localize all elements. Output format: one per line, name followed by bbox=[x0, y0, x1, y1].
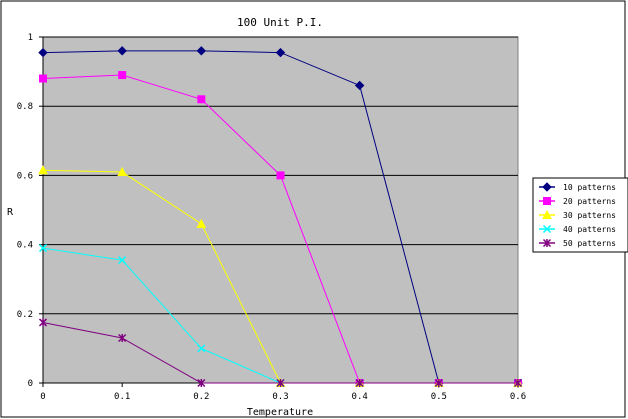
y-tick-label: 0.8 bbox=[17, 102, 33, 112]
data-point bbox=[117, 166, 127, 176]
series-5 bbox=[38, 318, 523, 388]
y-tick-label: 1 bbox=[28, 33, 33, 43]
legend-marker bbox=[543, 197, 551, 205]
data-point bbox=[118, 71, 127, 80]
y-tick-label: 0.4 bbox=[17, 241, 33, 251]
legend-label: 10 patterns bbox=[563, 183, 616, 192]
data-point bbox=[275, 47, 286, 58]
data-point bbox=[434, 378, 443, 388]
x-tick-label: 0.6 bbox=[510, 392, 526, 402]
x-tick-label: 0 bbox=[40, 392, 45, 402]
x-tick-label: 0.3 bbox=[272, 392, 288, 402]
data-point bbox=[354, 80, 365, 91]
data-point bbox=[38, 47, 48, 58]
data-point bbox=[118, 333, 127, 343]
legend-item: 20 patterns bbox=[539, 197, 616, 206]
data-point bbox=[196, 218, 207, 228]
data-point bbox=[197, 344, 206, 353]
data-point bbox=[355, 378, 364, 388]
legend-label: 20 patterns bbox=[563, 197, 616, 206]
legend-item: 50 patterns bbox=[539, 238, 616, 248]
data-point bbox=[38, 244, 48, 253]
legend-label: 30 patterns bbox=[563, 211, 616, 220]
legend: 10 patterns 20 patterns 30 patterns 40 patt… bbox=[532, 177, 628, 253]
data-point bbox=[276, 378, 285, 388]
y-tick-label: 0 bbox=[28, 379, 33, 389]
data-point bbox=[197, 95, 206, 104]
x-tick-label: 0.2 bbox=[193, 392, 209, 402]
tick-labels: 0 0.2 0.4 0.6 0.8 1 0 0.1 0.2 0.3 0.4 0.5 0.6 bbox=[17, 33, 526, 402]
x-tick-label: 0.5 bbox=[431, 392, 447, 402]
series-group bbox=[38, 46, 523, 388]
data-point bbox=[276, 171, 285, 180]
legend-label: 50 patterns bbox=[563, 239, 616, 248]
y-tick-label: 0.2 bbox=[17, 310, 33, 320]
chart-title: 100 Unit P.I. bbox=[237, 16, 323, 29]
x-tick-label: 0.1 bbox=[114, 392, 130, 402]
data-point bbox=[117, 46, 127, 56]
legend-item: 10 patterns bbox=[539, 182, 616, 192]
x-tick-label: 0.4 bbox=[352, 392, 368, 402]
legend-marker bbox=[542, 182, 552, 192]
data-point bbox=[118, 256, 127, 265]
data-point bbox=[197, 378, 206, 388]
x-axis-title: Temperature bbox=[247, 407, 313, 418]
legend-marker bbox=[542, 209, 552, 219]
plot-area bbox=[42, 36, 519, 384]
data-point bbox=[38, 318, 48, 327]
y-tick-label: 0.6 bbox=[17, 171, 33, 181]
legend-item: 40 patterns bbox=[539, 224, 616, 234]
data-point bbox=[38, 165, 48, 175]
legend-item: 30 patterns bbox=[539, 209, 616, 220]
data-point bbox=[513, 378, 523, 388]
legend-label: 40 patterns bbox=[563, 225, 616, 234]
data-point bbox=[39, 74, 47, 83]
legend-marker bbox=[542, 238, 552, 248]
legend-marker bbox=[542, 224, 552, 234]
data-point bbox=[196, 46, 207, 56]
y-axis-title: R bbox=[7, 207, 14, 218]
